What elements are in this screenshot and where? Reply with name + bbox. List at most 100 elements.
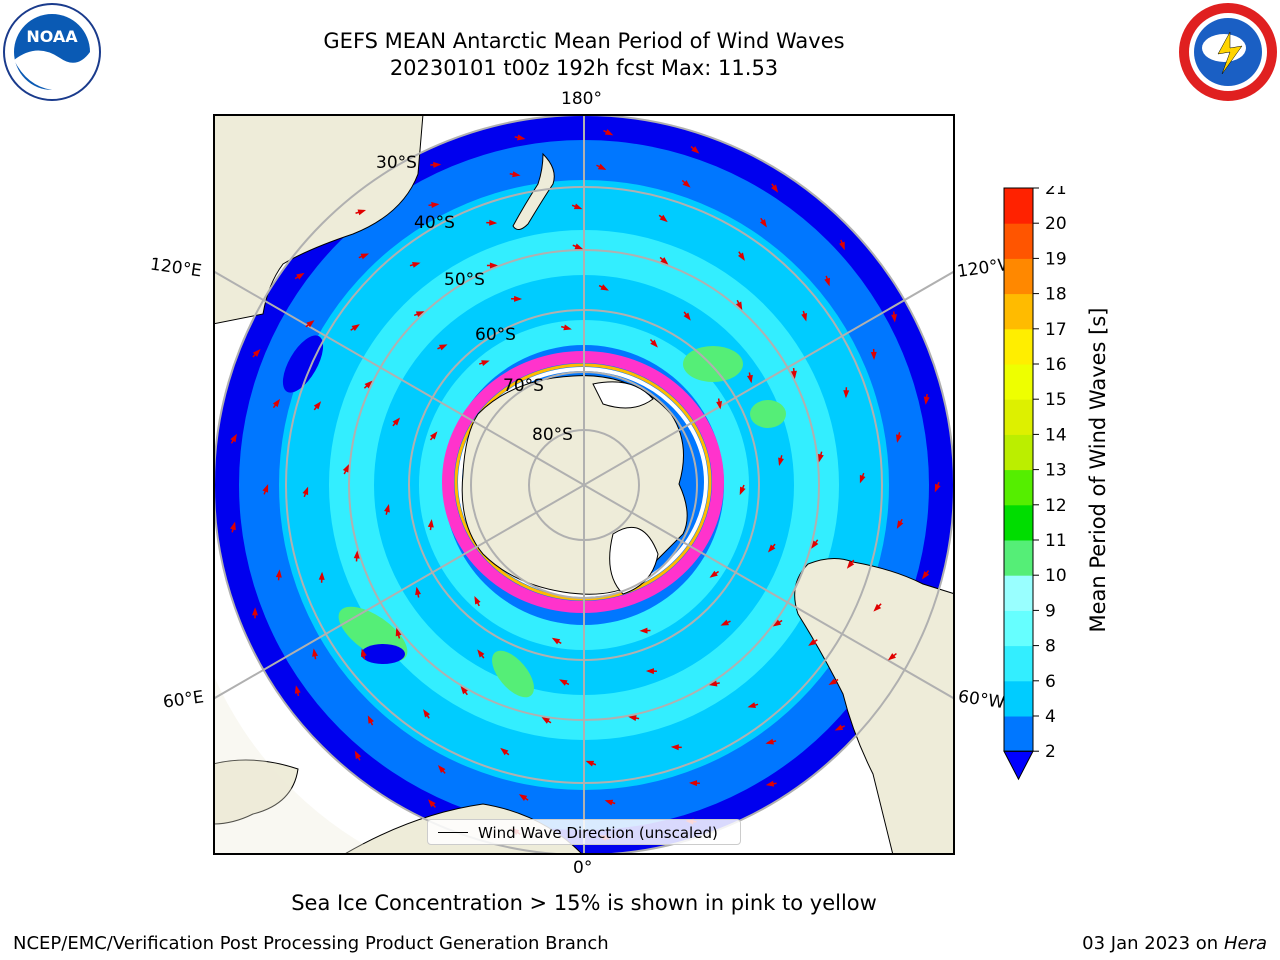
wind-arrow-head (252, 349, 261, 357)
wind-arrow-head (709, 570, 718, 578)
wind-arrow-head (716, 400, 723, 410)
colorbar-tick-label: 6 (1045, 672, 1056, 692)
lon-label-120e: 120°E (148, 254, 203, 282)
legend-label: Wind Wave Direction (unscaled) (478, 824, 718, 842)
wind-arrow-head (262, 484, 269, 493)
wind-arrow-head (811, 540, 819, 549)
noaa-logo-text: NOAA (26, 27, 78, 46)
colorbar-segment (1004, 328, 1033, 365)
lat-label-60s: 60°S (475, 325, 516, 345)
wind-arrow-head (230, 521, 236, 531)
polar-map (213, 114, 955, 855)
wind-arrow-head (518, 794, 528, 801)
wind-arrow-head (433, 161, 442, 168)
wind-arrow-head (395, 627, 402, 637)
colorbar-tick-label: 13 (1045, 461, 1067, 481)
wind-arrow-head (765, 780, 775, 787)
colorbar-segment (1004, 575, 1033, 611)
graticule (214, 115, 954, 854)
colorbar-tick-label: 4 (1045, 707, 1056, 727)
wind-arrow-head (934, 483, 941, 493)
colorbar-tick-label: 16 (1045, 355, 1067, 375)
wind-arrow-head (859, 474, 866, 484)
wind-arrow-head (230, 433, 237, 443)
wind-arrow-head (585, 760, 595, 767)
wind-arrow-head (428, 799, 436, 808)
wind-arrow-head (895, 434, 902, 443)
colorbar-tick-label: 21 (1045, 186, 1067, 199)
wind-arrow-head (360, 253, 370, 260)
lon-label-0: 0° (573, 858, 593, 878)
map-legend: Wind Wave Direction (unscaled) (427, 819, 741, 845)
wind-arrow-head (512, 171, 521, 178)
lon-label-180: 180° (561, 89, 602, 109)
wind-arrow-head (294, 685, 301, 694)
wind-arrow-head (439, 344, 448, 351)
nws-logo (1179, 3, 1277, 101)
wind-arrow-head (765, 738, 774, 745)
legend-line-swatch (438, 832, 468, 833)
lon-label-60w: 60°W (956, 686, 1007, 714)
wind-arrow-head (431, 202, 440, 208)
colorbar-tick-label: 11 (1045, 531, 1067, 551)
wind-arrow-head (354, 750, 362, 760)
wind-arrow-head (670, 744, 679, 751)
wind-arrow-head (600, 284, 609, 291)
colorbar-segment (1004, 293, 1033, 330)
wind-arrow-head (272, 398, 281, 408)
wind-arrow-head (481, 360, 490, 367)
africa-land (214, 759, 299, 825)
colorbar-segment (1004, 610, 1033, 647)
machine-name: Hera (1223, 933, 1267, 954)
wind-arrow-head (887, 653, 896, 661)
wind-arrow-head (364, 380, 373, 389)
colorbar-tick-label: 15 (1045, 390, 1067, 410)
colorbar-segment (1004, 188, 1033, 224)
colorbar-tick-label: 2 (1045, 742, 1056, 762)
wind-arrow-head (683, 312, 691, 321)
wind-arrow-head (427, 519, 434, 528)
wind-arrow-head (896, 520, 904, 529)
wind-arrow-head (302, 486, 309, 496)
wind-arrow-head (489, 262, 498, 269)
date-stamp: 03 Jan 2023 on Hera (1082, 933, 1267, 954)
wind-arrow-head (360, 648, 367, 657)
wind-arrow-head (296, 272, 305, 280)
wind-arrow-head (351, 324, 360, 332)
wind-arrow-head (392, 417, 401, 426)
wind-arrow-head (477, 649, 485, 658)
wind-arrow-head (551, 637, 561, 645)
wind-arrow-head (808, 638, 817, 646)
wind-arrow-head (460, 686, 468, 695)
wind-arrow-head (746, 374, 753, 384)
chart-title: GEFS MEAN Antarctic Mean Period of Wind … (323, 29, 845, 53)
wind-arrow-head (834, 724, 844, 731)
wind-arrow-head (573, 203, 583, 210)
wind-arrow-head (415, 586, 422, 596)
wind-arrow-head (923, 396, 930, 405)
wind-arrow-head (645, 668, 655, 675)
colorbar-tick-label: 10 (1045, 566, 1067, 586)
wind-arrow-head (790, 370, 797, 380)
wind-arrow-head (342, 464, 349, 473)
colorbar-tick-label: 14 (1045, 425, 1067, 445)
wind-arrow-head (747, 702, 756, 709)
wind-arrow-head (513, 295, 523, 302)
wind-arrow-head (318, 571, 325, 580)
wind-arrow-head (660, 257, 669, 265)
noaa-logo: NOAA (3, 3, 101, 101)
wind-arrow-head (474, 596, 481, 605)
wind-arrow-head (517, 134, 526, 141)
wind-arrow-head (423, 709, 431, 718)
wind-arrow-head (500, 747, 509, 756)
chart-subtitle: 20230101 t00z 192h fcst Max: 11.53 (389, 56, 779, 80)
wind-arrow-head (682, 180, 691, 188)
wind-arrow-head (891, 314, 898, 323)
date-text: 03 Jan 2023 on (1082, 933, 1224, 954)
wind-arrow-head (824, 277, 830, 287)
wind-arrow-head (708, 680, 718, 687)
wind-arrow-head (357, 209, 367, 216)
wind-wave-arrows (230, 129, 941, 841)
wind-arrow-head (688, 780, 698, 787)
wind-arrow-head (843, 390, 850, 399)
